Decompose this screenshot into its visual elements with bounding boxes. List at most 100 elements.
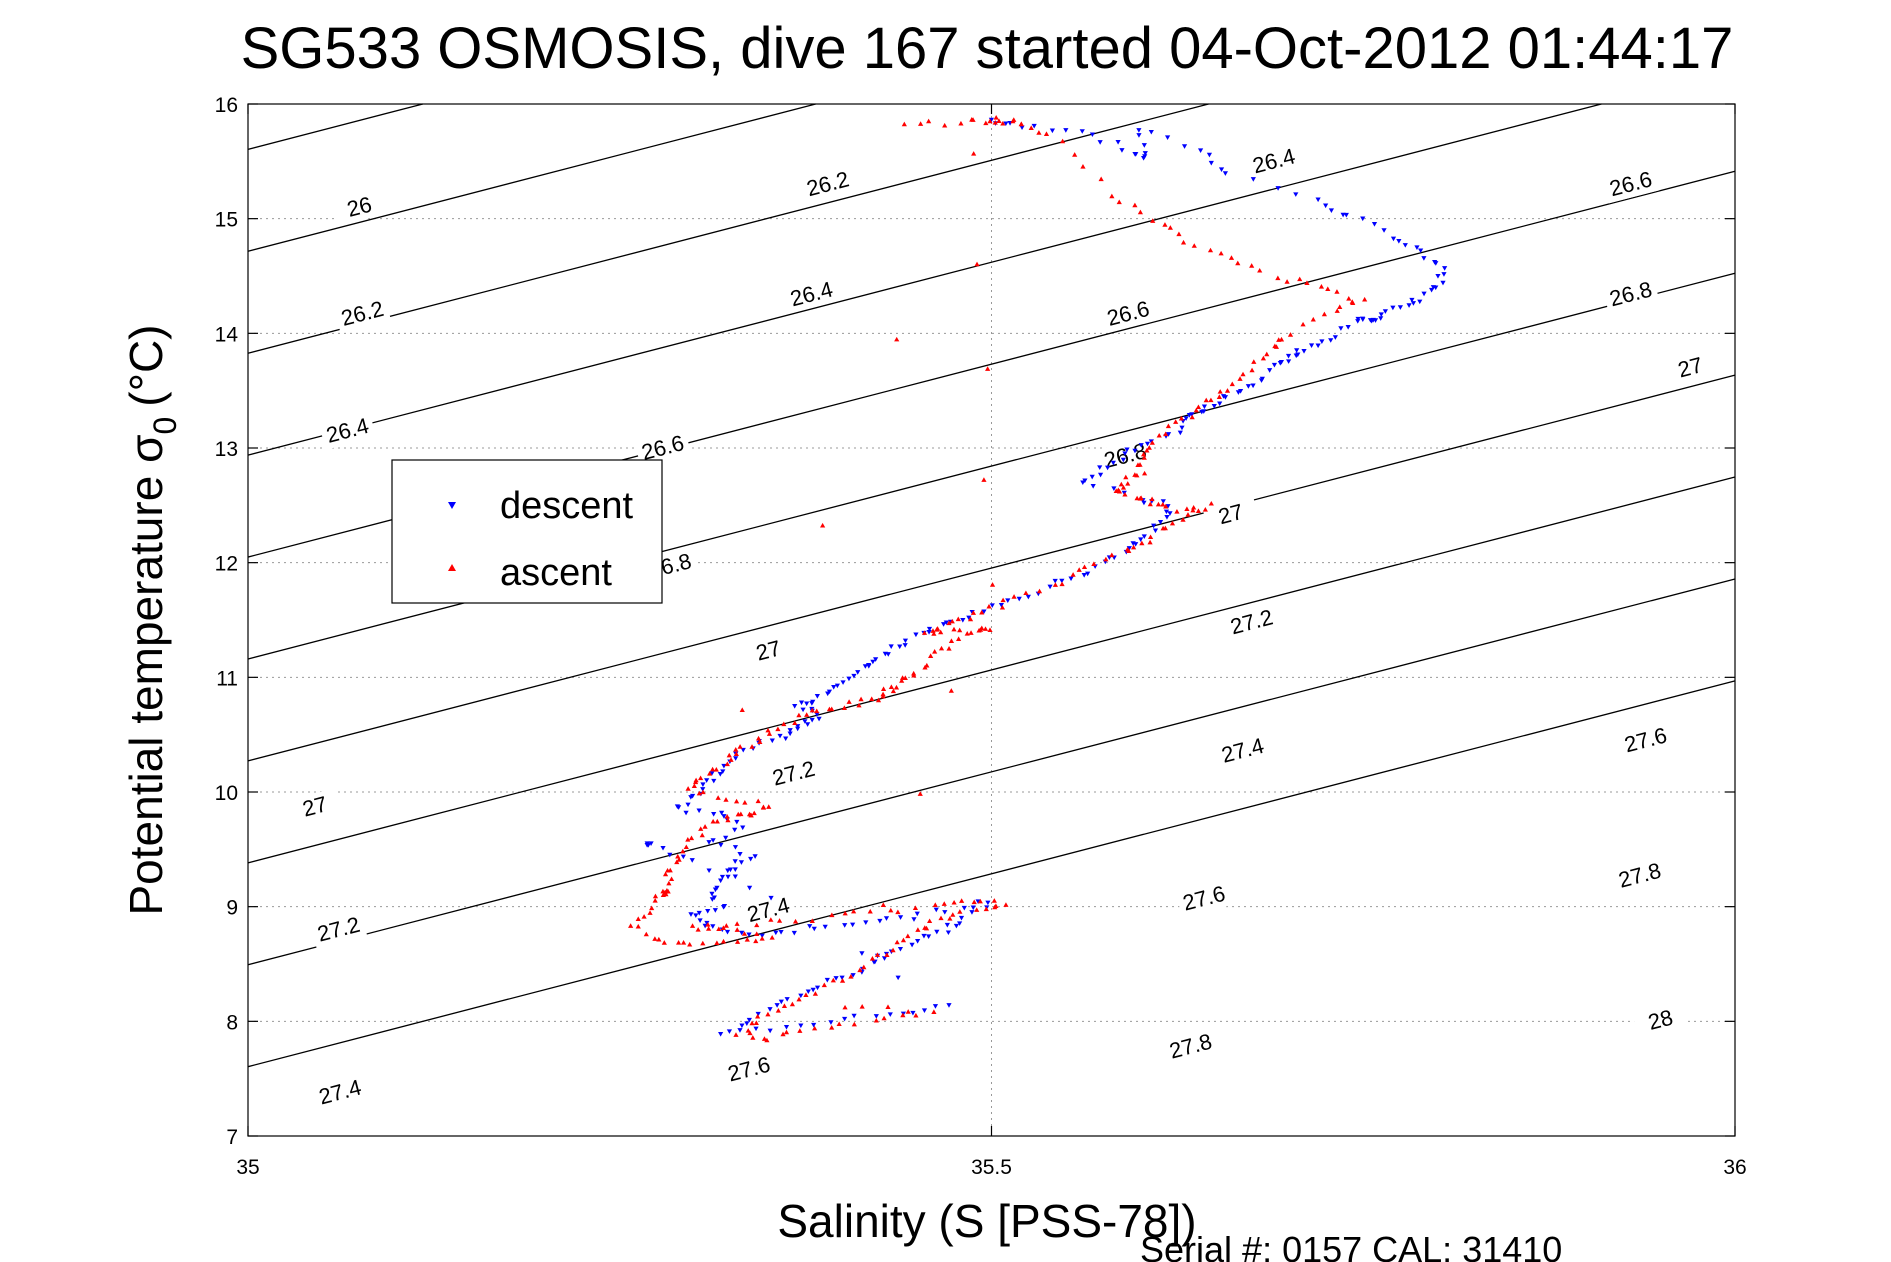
ascent-point xyxy=(674,859,680,865)
descent-point xyxy=(1063,128,1069,133)
descent-point xyxy=(704,920,710,926)
descent-point xyxy=(1277,361,1283,366)
ascent-point xyxy=(938,629,944,635)
descent-point xyxy=(926,630,932,635)
ascent-point xyxy=(1173,419,1179,424)
ascent-point xyxy=(1202,507,1208,512)
ascent-point xyxy=(894,336,900,342)
ascent-point xyxy=(913,1012,919,1018)
ascent-point xyxy=(724,814,730,819)
ascent-point xyxy=(812,1025,818,1031)
descent-point xyxy=(1390,236,1397,242)
descent-point xyxy=(1181,144,1188,149)
ascent-point xyxy=(660,888,666,894)
descent-point xyxy=(807,924,813,929)
descent-point xyxy=(1275,186,1281,191)
y-tick-label: 10 xyxy=(215,782,238,805)
ascent-point xyxy=(1304,280,1310,285)
legend-descent-marker xyxy=(448,502,456,509)
descent-point xyxy=(855,670,861,675)
ascent-point xyxy=(851,908,857,914)
descent-point xyxy=(688,912,694,917)
ascent-point xyxy=(1091,561,1097,567)
ascent-point xyxy=(1207,247,1214,253)
ascent-point xyxy=(1165,423,1171,429)
ascent-point xyxy=(934,627,940,632)
descent-point xyxy=(840,680,846,685)
descent-point xyxy=(1148,129,1154,135)
descent-point xyxy=(719,874,726,880)
descent-point xyxy=(1126,546,1132,551)
chart-title: SG533 OSMOSIS, dive 167 started 04-Oct-2… xyxy=(241,16,1734,81)
descent-point xyxy=(897,644,903,650)
descent-point xyxy=(783,1025,790,1030)
ascent-point xyxy=(652,936,658,941)
ascent-point xyxy=(685,837,691,842)
descent-point xyxy=(792,704,798,709)
descent-point xyxy=(883,916,890,921)
ascent-point xyxy=(1217,389,1223,394)
descent-point xyxy=(732,859,738,864)
descent-point xyxy=(712,908,718,913)
ascent-point xyxy=(1334,289,1340,294)
ascent-point xyxy=(1284,279,1290,284)
ascent-point xyxy=(705,922,711,927)
ascent-point xyxy=(982,626,989,631)
contour-label-gap xyxy=(334,294,391,333)
descent-point xyxy=(1406,303,1412,308)
descent-point xyxy=(1081,573,1087,578)
descent-point xyxy=(717,772,723,777)
ascent-point xyxy=(858,696,864,702)
descent-point xyxy=(802,719,808,724)
descent-point xyxy=(851,673,857,679)
ascent-point xyxy=(705,926,712,931)
ascent-point xyxy=(979,609,985,615)
ascent-point xyxy=(938,645,945,651)
ascent-point xyxy=(842,1004,848,1010)
descent-point xyxy=(1138,537,1144,542)
descent-point xyxy=(1440,280,1446,286)
descent-point xyxy=(1186,412,1193,418)
ascent-point xyxy=(859,1003,865,1009)
ascent-point xyxy=(922,664,928,670)
ascent-point xyxy=(956,636,962,642)
descent-point xyxy=(953,923,960,929)
ascent-point xyxy=(1000,597,1006,603)
ascent-point xyxy=(1264,351,1270,357)
descent-point xyxy=(1052,578,1058,584)
descent-point xyxy=(1136,133,1142,138)
ascent-point xyxy=(804,712,810,717)
ascent-point xyxy=(789,1001,795,1007)
ascent-point xyxy=(746,811,753,817)
isopycnal-line xyxy=(247,103,816,252)
ascent-point xyxy=(1229,381,1235,387)
ascent-point xyxy=(809,707,815,713)
ascent-point xyxy=(741,931,748,936)
ascent-point xyxy=(724,761,730,767)
ascent-point xyxy=(1156,432,1162,438)
descent-point xyxy=(700,782,706,788)
ascent-point xyxy=(971,151,977,156)
descent-point xyxy=(1250,383,1256,389)
ascent-point xyxy=(1036,588,1043,594)
descent-point xyxy=(1433,261,1439,266)
ascent-point xyxy=(733,751,739,756)
ascent-point xyxy=(993,115,999,120)
descent-point xyxy=(1005,598,1011,603)
ascent-point xyxy=(829,1024,835,1030)
ascent-point xyxy=(983,120,989,126)
ascent-point xyxy=(922,925,928,930)
ascent-point xyxy=(796,712,802,718)
descent-point xyxy=(833,976,839,981)
ascent-point xyxy=(685,786,691,791)
descent-point xyxy=(719,810,725,816)
ascent-point xyxy=(775,1008,781,1013)
descent-point xyxy=(1301,348,1307,354)
ascent-point xyxy=(716,926,722,932)
ascent-point xyxy=(1036,130,1042,135)
ascent-point xyxy=(1260,355,1266,361)
contour-label: 28 xyxy=(1646,1005,1676,1035)
descent-point xyxy=(1025,594,1031,600)
ascent-point xyxy=(776,918,783,923)
